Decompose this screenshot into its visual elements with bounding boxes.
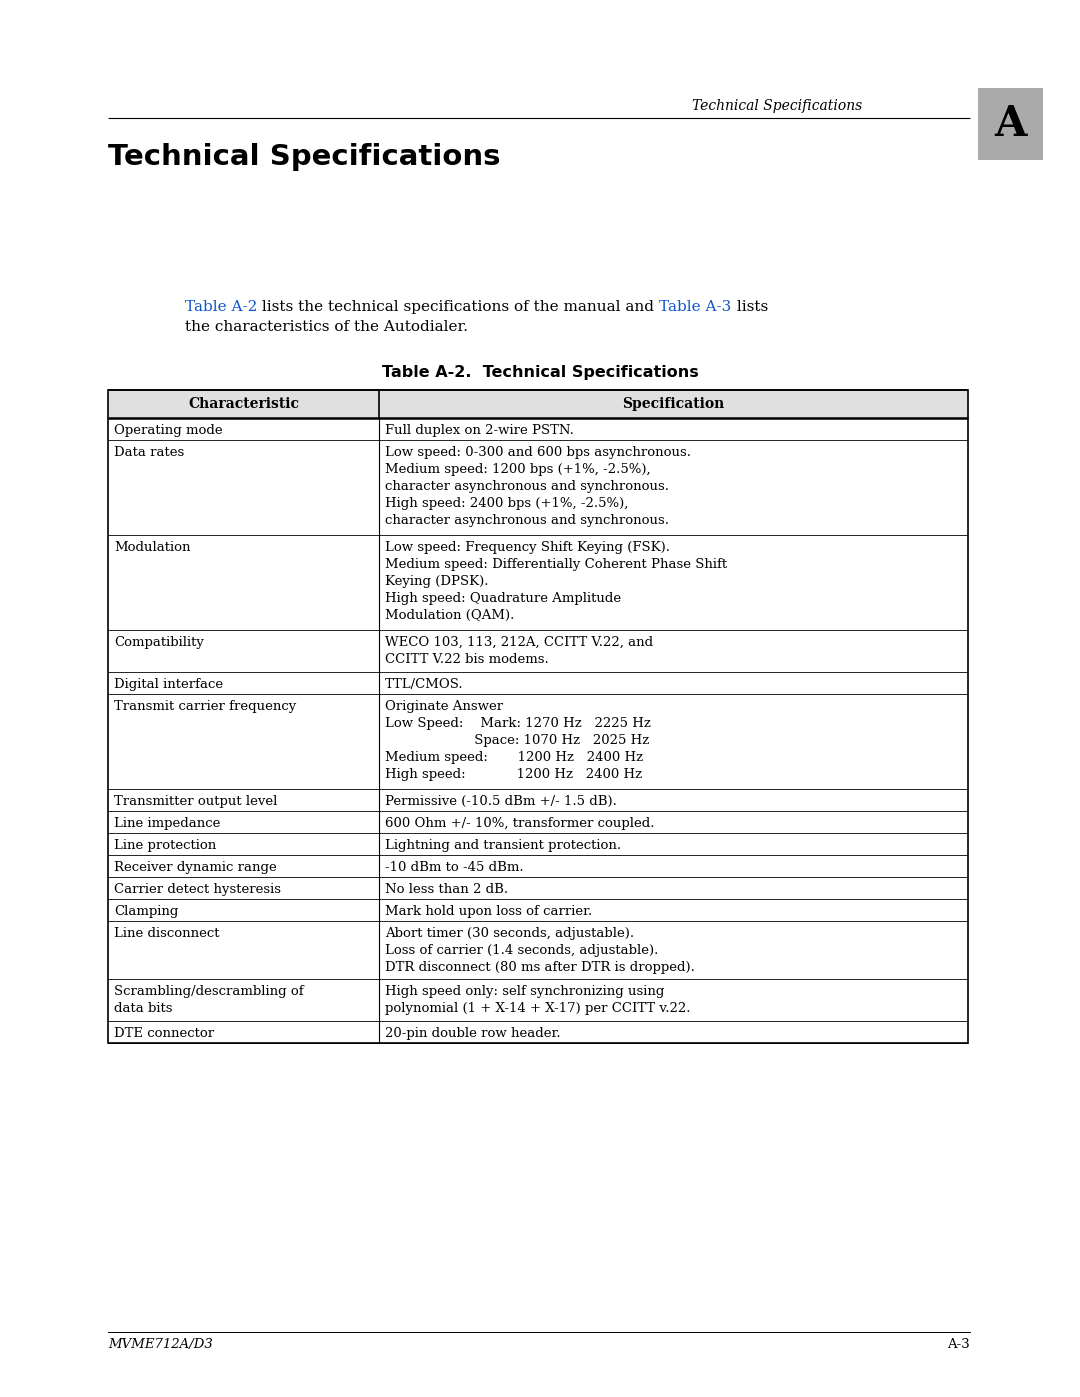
Text: Line protection: Line protection: [114, 840, 216, 852]
Text: Table A-2.  Technical Specifications: Table A-2. Technical Specifications: [381, 365, 699, 380]
Text: Line disconnect: Line disconnect: [114, 928, 219, 940]
Text: MVME712A/D3: MVME712A/D3: [108, 1338, 213, 1351]
Text: Full duplex on 2-wire PSTN.: Full duplex on 2-wire PSTN.: [384, 425, 573, 437]
Text: Permissive (-10.5 dBm +/- 1.5 dB).: Permissive (-10.5 dBm +/- 1.5 dB).: [384, 795, 617, 807]
Text: lists the technical specifications of the manual and: lists the technical specifications of th…: [257, 300, 659, 314]
Text: Carrier detect hysteresis: Carrier detect hysteresis: [114, 883, 281, 895]
Text: lists: lists: [731, 300, 768, 314]
Text: Low speed: Frequency Shift Keying (FSK).
Medium speed: Differentially Coherent P: Low speed: Frequency Shift Keying (FSK).…: [384, 541, 727, 622]
Text: Table A-3: Table A-3: [659, 300, 731, 314]
Text: Originate Answer
Low Speed:    Mark: 1270 Hz   2225 Hz
                     Spac: Originate Answer Low Speed: Mark: 1270 H…: [384, 700, 651, 781]
Text: Scrambling/descrambling of
data bits: Scrambling/descrambling of data bits: [114, 985, 303, 1016]
Text: A-3: A-3: [947, 1338, 970, 1351]
Text: Digital interface: Digital interface: [114, 678, 224, 692]
Text: -10 dBm to -45 dBm.: -10 dBm to -45 dBm.: [384, 861, 524, 875]
Text: Technical Specifications: Technical Specifications: [108, 142, 500, 170]
Text: Technical Specifications: Technical Specifications: [692, 99, 862, 113]
Text: Data rates: Data rates: [114, 446, 185, 460]
Bar: [108, 390, 968, 418]
Text: Abort timer (30 seconds, adjustable).
Loss of carrier (1.4 seconds, adjustable).: Abort timer (30 seconds, adjustable). Lo…: [384, 928, 694, 974]
Text: High speed only: self synchronizing using
polynomial (1 + X-14 + X-17) per CCITT: High speed only: self synchronizing usin…: [384, 985, 690, 1016]
Text: Lightning and transient protection.: Lightning and transient protection.: [384, 840, 621, 852]
Text: Specification: Specification: [622, 397, 725, 411]
Text: Transmit carrier frequency: Transmit carrier frequency: [114, 700, 296, 712]
Text: Mark hold upon loss of carrier.: Mark hold upon loss of carrier.: [384, 905, 592, 918]
Text: No less than 2 dB.: No less than 2 dB.: [384, 883, 508, 895]
Text: Transmitter output level: Transmitter output level: [114, 795, 278, 807]
Text: 600 Ohm +/- 10%, transformer coupled.: 600 Ohm +/- 10%, transformer coupled.: [384, 817, 654, 830]
Text: Modulation: Modulation: [114, 541, 190, 555]
Bar: [108, 390, 968, 1044]
Text: 20-pin double row header.: 20-pin double row header.: [384, 1027, 561, 1039]
Text: A: A: [995, 103, 1027, 145]
Text: the characteristics of the Autodialer.: the characteristics of the Autodialer.: [185, 320, 468, 334]
Text: Low speed: 0-300 and 600 bps asynchronous.
Medium speed: 1200 bps (+1%, -2.5%),
: Low speed: 0-300 and 600 bps asynchronou…: [384, 446, 691, 527]
Bar: [978, 88, 1043, 161]
Text: Line impedance: Line impedance: [114, 817, 220, 830]
Text: DTE connector: DTE connector: [114, 1027, 214, 1039]
Text: Compatibility: Compatibility: [114, 636, 204, 650]
Text: TTL/CMOS.: TTL/CMOS.: [384, 678, 463, 692]
Text: Characteristic: Characteristic: [188, 397, 299, 411]
Text: Receiver dynamic range: Receiver dynamic range: [114, 861, 276, 875]
Text: Table A-2: Table A-2: [185, 300, 257, 314]
Text: WECO 103, 113, 212A, CCITT V.22, and
CCITT V.22 bis modems.: WECO 103, 113, 212A, CCITT V.22, and CCI…: [384, 636, 653, 666]
Text: Operating mode: Operating mode: [114, 425, 222, 437]
Text: Clamping: Clamping: [114, 905, 178, 918]
